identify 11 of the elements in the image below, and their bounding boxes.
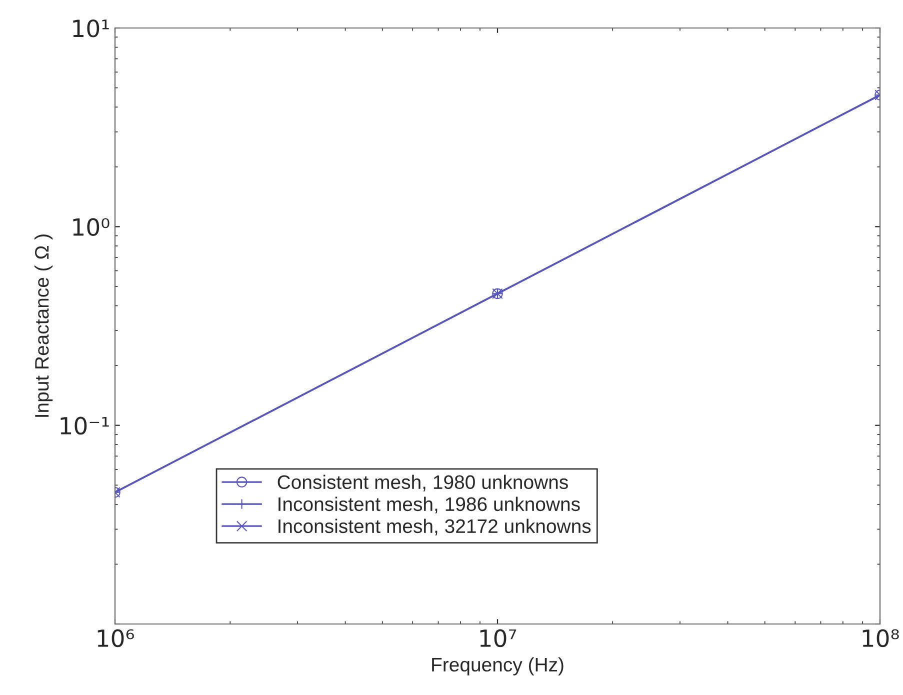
y-tick-label: 10⁰ <box>73 218 110 236</box>
x-tick-label: 10⁷ <box>480 629 516 648</box>
y-tick-label: 10¹ <box>73 19 109 38</box>
y-axis-title: Input Reactance ( Ω ) <box>34 234 53 417</box>
legend-label: Inconsistent mesh, 32172 unknowns <box>278 518 591 536</box>
x-tick-label: 10⁸ <box>862 629 899 648</box>
x-tick-label: 10⁶ <box>98 629 134 648</box>
legend-label: Consistent mesh, 1980 unknowns <box>278 474 568 492</box>
y-tick-label: 10⁻¹ <box>60 416 109 435</box>
x-axis-title: Frequency (Hz) <box>432 657 564 676</box>
legend-label: Inconsistent mesh, 1986 unknowns <box>278 496 580 514</box>
